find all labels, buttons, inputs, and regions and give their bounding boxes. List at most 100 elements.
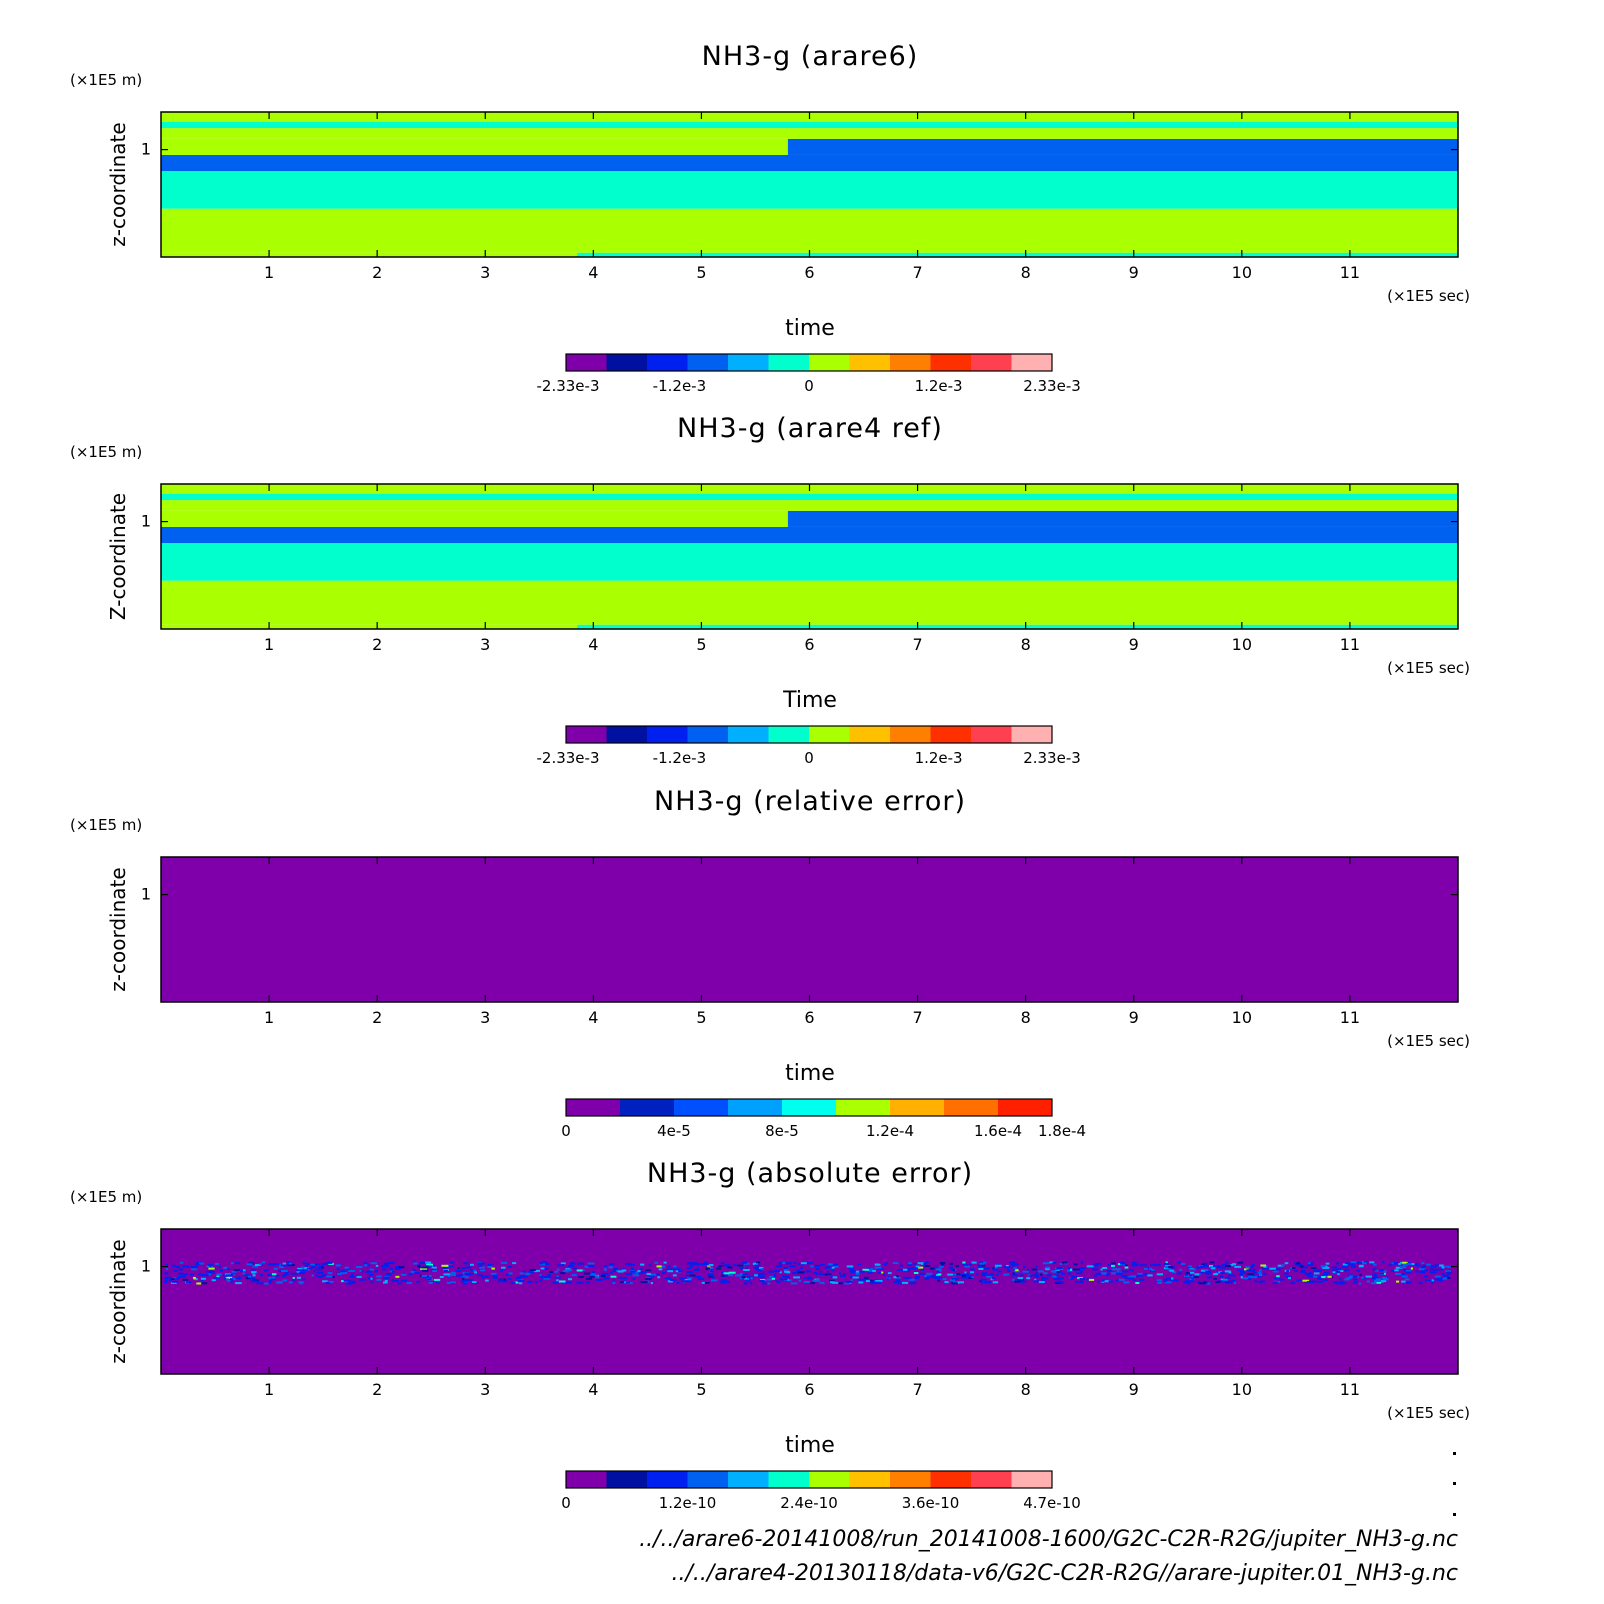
noise-speckle (901, 1281, 909, 1284)
noise-speckle (1042, 1262, 1050, 1265)
noise-speckle (1143, 1273, 1149, 1276)
noise-speckle (542, 1261, 547, 1264)
noise-speckle (391, 1270, 395, 1273)
noise-speckle (924, 1265, 931, 1267)
noise-speckle (832, 1276, 838, 1279)
field-band (787, 138, 1458, 155)
colorbar-label: 0 (561, 1494, 571, 1512)
noise-speckle (1129, 1269, 1134, 1272)
noise-speckle (758, 1272, 765, 1275)
noise-speckle (398, 1266, 405, 1269)
noise-speckle (909, 1282, 917, 1285)
noise-speckle (235, 1282, 242, 1285)
noise-speckle (1429, 1268, 1434, 1271)
noise-speckle (587, 1262, 595, 1265)
noise-speckle (1338, 1277, 1342, 1280)
noise-speckle (601, 1272, 609, 1275)
noise-speckle (1019, 1274, 1024, 1277)
noise-speckle (1344, 1269, 1347, 1272)
noise-speckle (389, 1270, 394, 1273)
noise-speckle (848, 1267, 854, 1270)
noise-speckle (678, 1270, 683, 1273)
noise-speckle (182, 1273, 188, 1276)
noise-speckle (1258, 1281, 1262, 1284)
noise-speckle (164, 1277, 168, 1279)
noise-speckle (1253, 1271, 1256, 1274)
noise-speckle (620, 1277, 628, 1280)
noise-speckle (875, 1280, 883, 1282)
noise-speckle (1075, 1281, 1078, 1284)
noise-speckle (1103, 1280, 1111, 1283)
noise-speckle (742, 1273, 749, 1276)
noise-speckle (1415, 1270, 1419, 1273)
noise-speckle (1366, 1280, 1370, 1283)
noise-speckle (1056, 1267, 1063, 1269)
noise-speckle (190, 1266, 198, 1269)
noise-speckle (625, 1281, 630, 1284)
noise-speckle (283, 1273, 289, 1276)
noise-speckle (1111, 1268, 1116, 1271)
noise-speckle (1220, 1272, 1225, 1274)
noise-speckle (849, 1270, 856, 1273)
x-tick-label: 9 (1129, 1008, 1139, 1027)
noise-speckle (1185, 1279, 1189, 1282)
noise-speckle (815, 1273, 819, 1275)
noise-speckle (1194, 1273, 1200, 1276)
x-tick-label: 6 (804, 1380, 814, 1399)
noise-speckle (370, 1280, 374, 1283)
noise-speckle (554, 1276, 561, 1279)
noise-speckle (275, 1274, 279, 1277)
noise-speckle (789, 1265, 796, 1268)
noise-speckle (613, 1268, 618, 1270)
noise-speckle (801, 1263, 804, 1266)
noise-speckle (1325, 1262, 1330, 1265)
colorbar-label: 2.33e-3 (1023, 749, 1081, 767)
noise-speckle (842, 1273, 847, 1275)
noise-speckle (1286, 1269, 1289, 1272)
noise-speckle (231, 1270, 237, 1273)
noise-speckle (667, 1270, 674, 1273)
noise-speckle (278, 1281, 282, 1283)
noise-speckle (701, 1263, 706, 1266)
noise-speckle (806, 1270, 811, 1273)
noise-speckle (1380, 1280, 1387, 1282)
noise-speckle (964, 1274, 970, 1277)
noise-speckle (433, 1278, 441, 1281)
noise-speckle (704, 1281, 710, 1284)
noise-speckle (937, 1279, 941, 1282)
noise-speckle (211, 1279, 216, 1282)
noise-speckle (425, 1261, 432, 1264)
noise-speckle (724, 1280, 730, 1283)
field-band (577, 624, 1458, 629)
noise-speckle (1246, 1272, 1254, 1275)
noise-speckle (640, 1263, 645, 1266)
colorbar-cell (1011, 1471, 1053, 1488)
noise-speckle (491, 1267, 495, 1270)
noise-speckle (375, 1264, 379, 1267)
noise-speckle (705, 1267, 710, 1270)
noise-speckle (443, 1269, 448, 1272)
noise-speckle (1260, 1280, 1265, 1283)
noise-speckle (1296, 1262, 1301, 1265)
noise-speckle (1072, 1268, 1080, 1271)
noise-speckle (666, 1268, 674, 1271)
colorbar-cell (674, 1099, 729, 1116)
y-tick-label: 1 (141, 140, 151, 159)
noise-speckle (569, 1262, 576, 1265)
noise-speckle (1107, 1269, 1113, 1272)
noise-speckle (1445, 1270, 1452, 1273)
noise-speckle (864, 1276, 869, 1279)
noise-speckle (381, 1265, 388, 1267)
x-unit-label: (×1E5 sec) (1387, 287, 1470, 305)
noise-speckle (1203, 1265, 1209, 1267)
noise-speckle (935, 1268, 942, 1271)
noise-speckle (365, 1270, 373, 1273)
noise-speckle (979, 1262, 985, 1265)
noise-speckle (743, 1268, 749, 1271)
noise-speckle (800, 1262, 807, 1265)
noise-speckle (1201, 1263, 1206, 1266)
noise-speckle (867, 1271, 873, 1274)
noise-speckle (705, 1263, 709, 1265)
noise-speckle (1137, 1274, 1143, 1277)
noise-speckle (1339, 1280, 1344, 1283)
